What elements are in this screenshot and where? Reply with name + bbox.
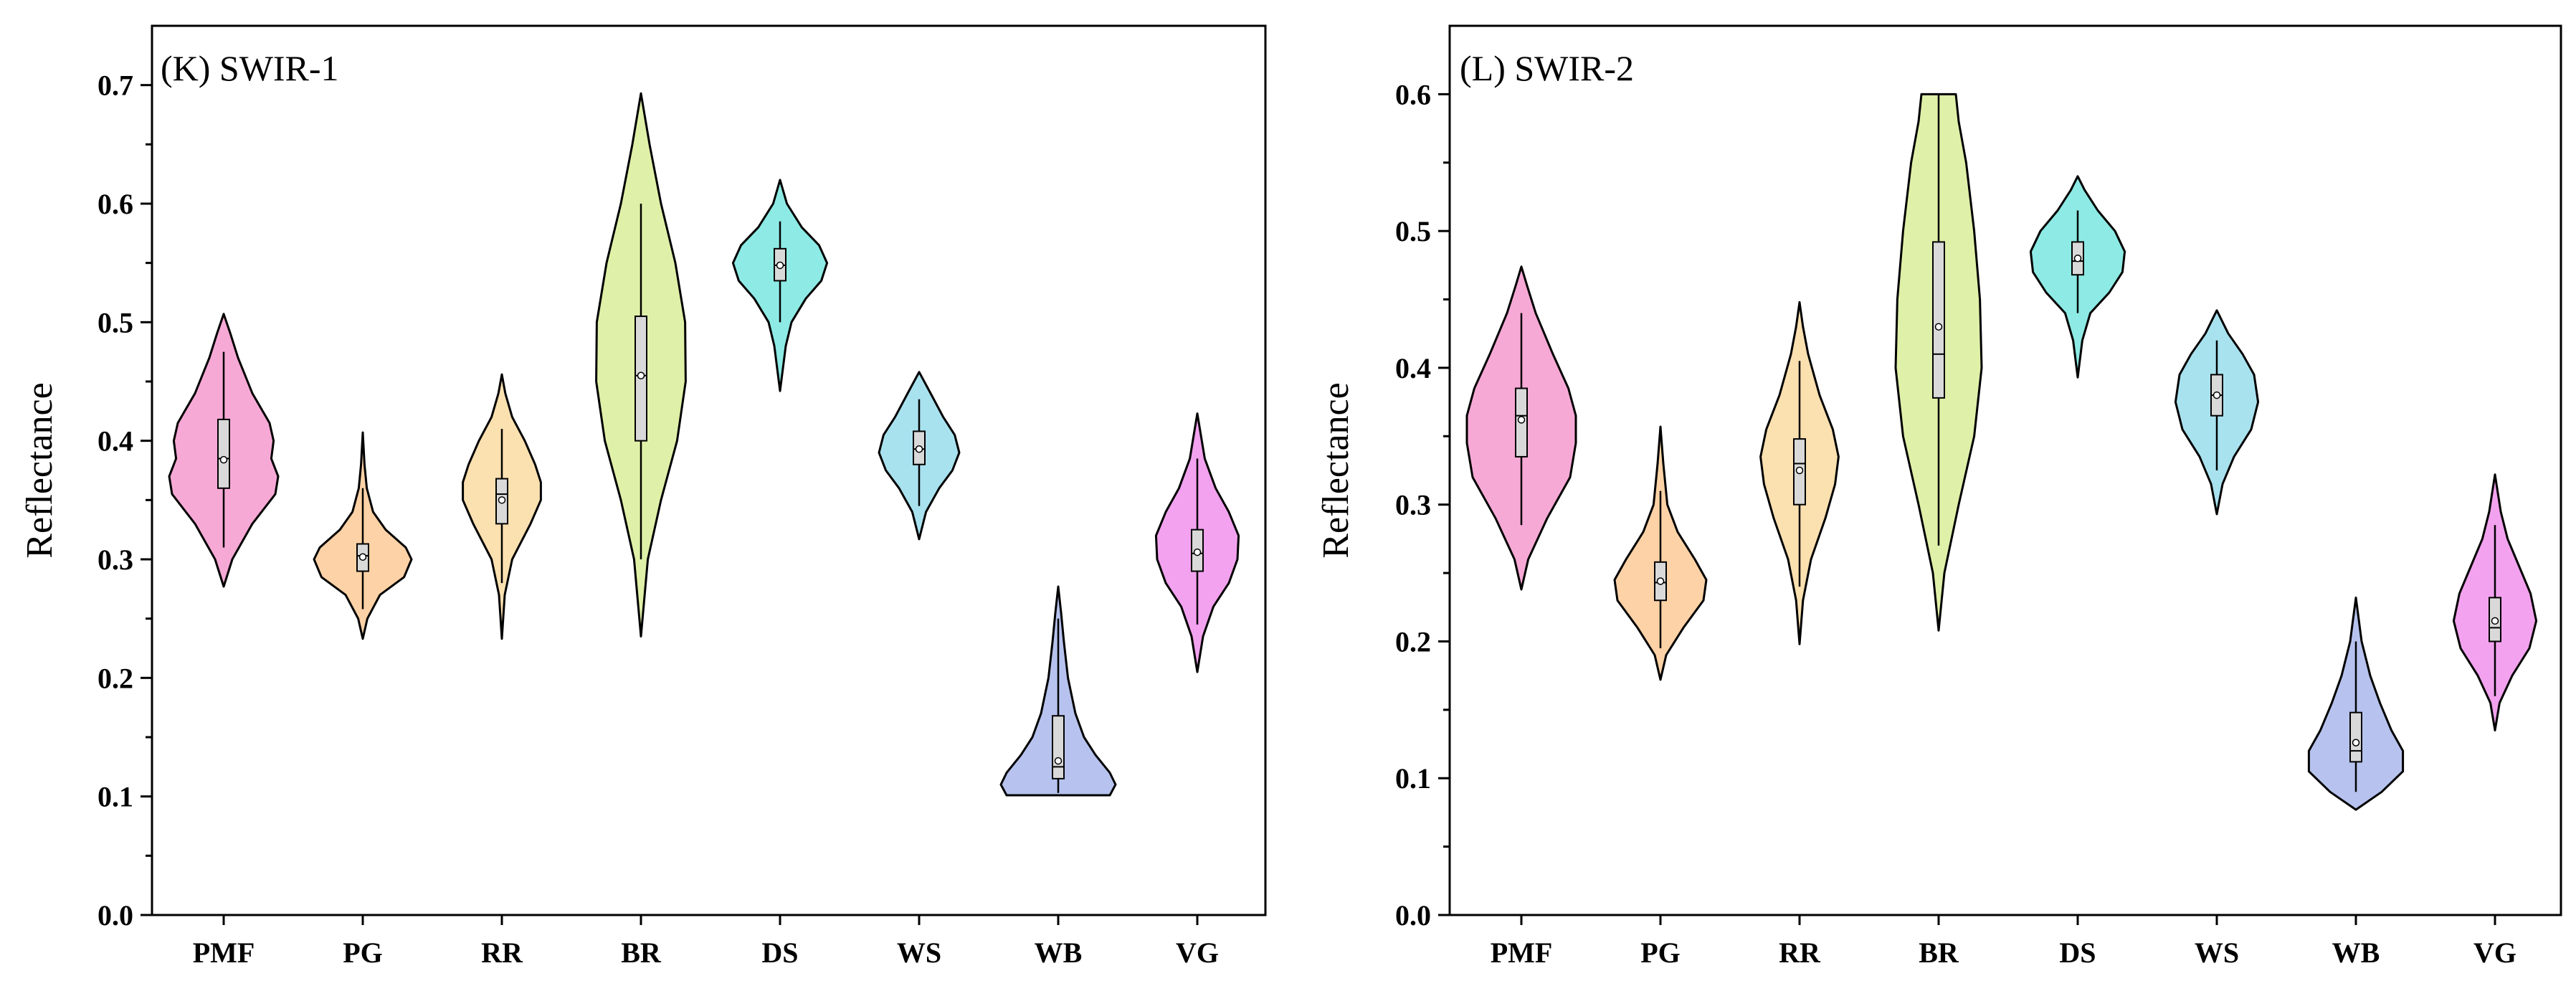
x-tick-label-pg: PG	[1640, 937, 1681, 969]
x-tick-label-wb: WB	[2332, 937, 2380, 969]
y-tick-label: 0.2	[98, 662, 133, 694]
mean-marker-br	[637, 371, 645, 379]
iqr-box-wb	[2349, 711, 2362, 763]
x-tick-label-rr: RR	[1779, 937, 1821, 969]
y-axis-title-swir1: Reflectance	[19, 382, 60, 558]
iqr-box-br	[1932, 241, 1945, 399]
y-tick-label: 0.3	[1395, 489, 1431, 521]
y-tick-label: 0.4	[98, 425, 133, 458]
y-tick-label: 0.0	[98, 899, 133, 932]
x-tick-label-pg: PG	[343, 937, 383, 969]
x-tick-label-vg: VG	[2473, 937, 2516, 969]
y-tick-label: 0.7	[98, 70, 133, 102]
plot-frame	[1448, 24, 2562, 916]
plot-frame	[151, 24, 1267, 916]
iqr-box-pmf	[217, 418, 230, 489]
y-tick-label: 0.1	[1395, 762, 1431, 795]
mean-marker-ds	[2073, 255, 2082, 262]
mean-marker-rr	[1795, 466, 1804, 475]
mean-marker-pmf	[1517, 416, 1526, 424]
iqr-box-wb	[1052, 715, 1065, 779]
x-tick-label-br: BR	[1919, 937, 1959, 969]
mean-marker-vg	[1193, 548, 1202, 556]
x-tick-label-wb: WB	[1035, 937, 1083, 969]
y-tick-label: 0.2	[1395, 625, 1431, 658]
x-tick-label-br: BR	[621, 937, 662, 969]
mean-marker-ws	[915, 445, 923, 453]
mean-marker-ws	[2213, 391, 2221, 399]
panel-title-swir2: (L) SWIR-2	[1460, 48, 1634, 88]
mean-marker-pg	[358, 553, 367, 561]
panel-swir1: (K) SWIR-1 Reflectance 0.0 0.1 0.2 0.3 0.4 0.…	[19, 24, 1267, 969]
mean-marker-wb	[1054, 757, 1063, 765]
mean-marker-pg	[1656, 577, 1665, 585]
panel-swir2: (L) SWIR-2 Reflectance 0.0 0.1 0.2 0.3 0.4 0.…	[1316, 24, 2562, 969]
y-tick-label: 0.0	[1395, 899, 1431, 932]
mean-marker-wb	[2352, 739, 2360, 746]
y-tick-label: 0.1	[98, 781, 133, 813]
mean-marker-br	[1934, 323, 1943, 331]
mean-marker-vg	[2491, 617, 2499, 625]
x-tick-label-vg: VG	[1176, 937, 1219, 969]
y-tick-label: 0.6	[98, 188, 133, 220]
x-tick-label-rr: RR	[481, 937, 523, 969]
x-tick-label-ds: DS	[2059, 937, 2096, 969]
mean-marker-ds	[776, 261, 784, 270]
y-axis-title-swir2: Reflectance	[1316, 382, 1356, 558]
x-tick-label-ws: WS	[2195, 937, 2239, 969]
y-tick-label: 0.4	[1395, 352, 1431, 384]
panel-title-swir1: (K) SWIR-1	[161, 48, 339, 88]
x-tick-label-ds: DS	[761, 937, 798, 969]
x-tick-label-pmf: PMF	[193, 937, 255, 969]
y-tick-label: 0.5	[1395, 215, 1431, 247]
mean-marker-pmf	[219, 455, 228, 464]
y-tick-label: 0.5	[98, 306, 133, 338]
mean-marker-rr	[498, 496, 506, 504]
y-tick-label: 0.3	[98, 544, 133, 576]
x-tick-label-ws: WS	[897, 937, 941, 969]
x-tick-label-pmf: PMF	[1491, 937, 1553, 969]
y-tick-label: 0.6	[1395, 78, 1431, 110]
